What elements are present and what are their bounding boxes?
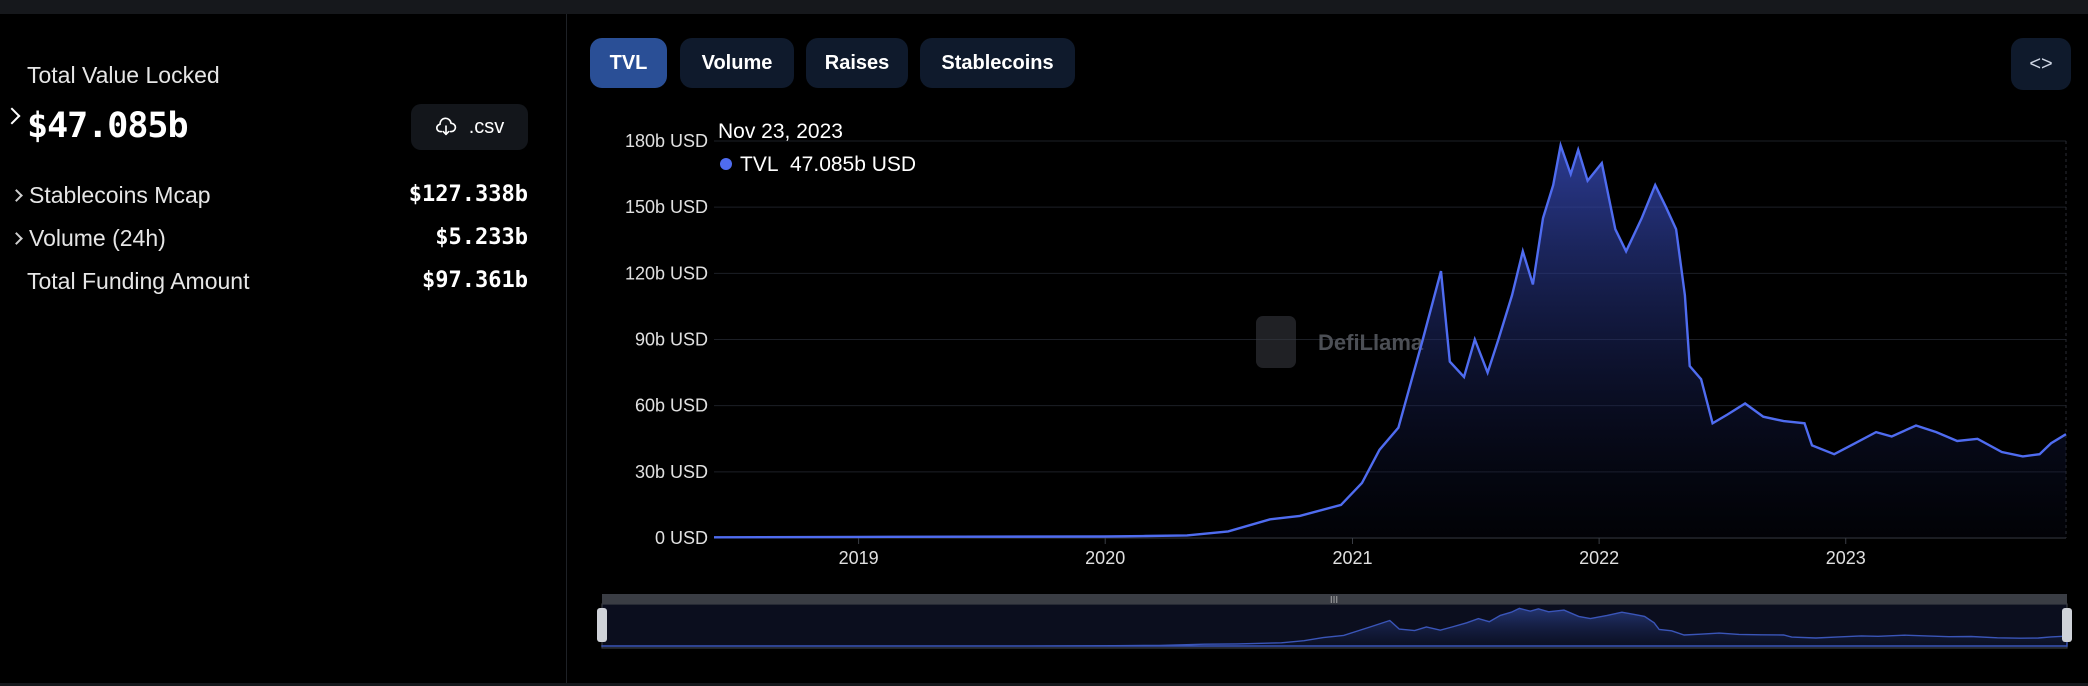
stat-value: $127.338b [408, 182, 528, 207]
tvl-area [714, 145, 2066, 538]
zoom-slider[interactable]: III [597, 594, 2072, 649]
y-tick-label: 180b USD [625, 131, 708, 151]
tab-raises[interactable]: Raises [806, 38, 908, 88]
x-axis: 2019 2020 2021 2022 2023 [839, 538, 1866, 568]
tooltip-series-name: TVL [740, 153, 779, 176]
cloud-download-icon [435, 117, 456, 136]
stat-row-funding: Total Funding Amount $97.361b [12, 266, 528, 296]
x-tick-label: 2019 [839, 548, 879, 568]
slider-grip-icon: III [1330, 595, 1338, 606]
watermark-text: DefiLlama [1318, 330, 1424, 355]
code-icon: <> [2029, 52, 2053, 75]
watermark: DefiLlama [1256, 316, 1424, 368]
stat-label: Stablecoins Mcap [29, 182, 211, 208]
tvl-label: Total Value Locked [27, 62, 220, 88]
stat-value: $97.361b [422, 268, 528, 293]
tvl-value: $47.085b [27, 106, 189, 146]
stat-label: Volume (24h) [29, 225, 166, 251]
stat-row-stablecoins[interactable]: Stablecoins Mcap $127.338b [10, 180, 528, 210]
slider-right-handle[interactable] [2062, 608, 2072, 642]
stat-label: Total Funding Amount [27, 268, 250, 294]
tooltip-series-value: 47.085b USD [790, 153, 916, 176]
stat-value: $5.233b [435, 225, 528, 250]
y-axis: 0 USD 30b USD 60b USD 90b USD 120b USD 150b U… [625, 131, 708, 548]
tvl-expand-icon[interactable] [3, 107, 21, 125]
y-tick-label: 30b USD [635, 462, 708, 482]
tvl-line [713, 140, 2067, 539]
download-csv-button[interactable]: .csv [411, 104, 528, 150]
tooltip-date: Nov 23, 2023 [718, 120, 843, 143]
chart-tooltip: Nov 23, 2023 TVL 47.085b USD [718, 120, 916, 176]
tooltip-series-dot [720, 158, 732, 170]
tab-stablecoins[interactable]: Stablecoins [920, 38, 1075, 88]
tab-tvl[interactable]: TVL [590, 38, 667, 88]
y-tick-label: 0 USD [655, 528, 708, 548]
chevron-right-icon [10, 232, 23, 245]
watermark-logo [1256, 316, 1296, 368]
chart-panel [566, 14, 2088, 686]
y-tick-label: 120b USD [625, 263, 708, 283]
slider-preview [601, 607, 2068, 647]
embed-code-button[interactable]: <> [2011, 38, 2071, 90]
csv-button-label: .csv [468, 115, 505, 138]
y-tick-label: 60b USD [635, 396, 708, 416]
bottom-bar [0, 683, 2088, 686]
tab-volume[interactable]: Volume [680, 38, 794, 88]
stat-row-volume[interactable]: Volume (24h) $5.233b [10, 223, 528, 253]
x-tick-label: 2023 [1826, 548, 1866, 568]
tvl-chart[interactable]: 0 USD 30b USD 60b USD 90b USD 120b USD 150b U… [566, 100, 2088, 660]
x-tick-label: 2021 [1332, 548, 1372, 568]
slider-left-handle[interactable] [597, 608, 607, 642]
x-tick-label: 2020 [1085, 548, 1125, 568]
top-bar [0, 0, 2088, 14]
slider-track[interactable] [602, 594, 2067, 604]
summary-panel: Total Value Locked $47.085b .csv Stablec… [0, 14, 566, 686]
x-tick-label: 2022 [1579, 548, 1619, 568]
chevron-right-icon [10, 189, 23, 202]
y-tick-label: 90b USD [635, 330, 708, 350]
y-tick-label: 150b USD [625, 197, 708, 217]
